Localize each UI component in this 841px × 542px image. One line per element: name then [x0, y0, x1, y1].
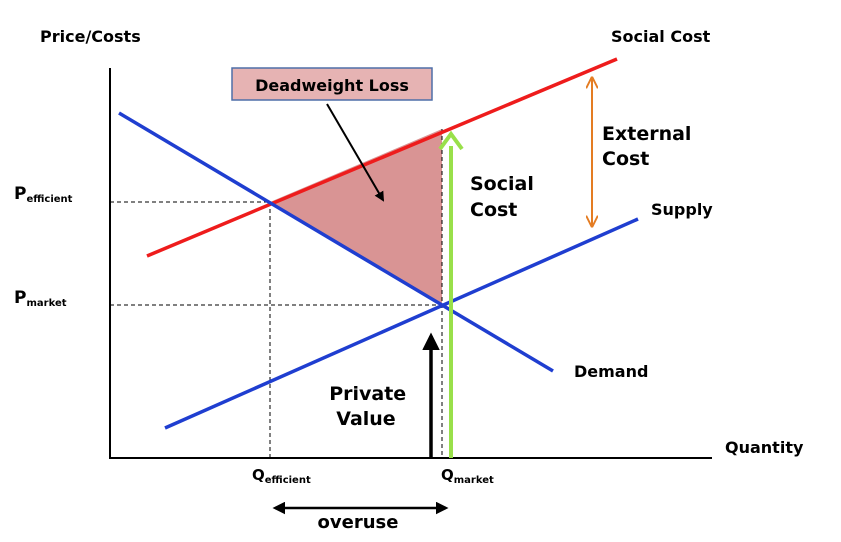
y-axis-label: Price/Costs: [40, 27, 141, 46]
deadweight-loss-pointer: [326, 103, 385, 202]
p-efficient-label: Pefficient: [14, 184, 73, 205]
deadweight-loss-area: [270, 129, 442, 305]
demand-curve: [118, 111, 554, 373]
external-cost-label: External Cost: [602, 123, 698, 170]
q-market-label: Qmarket: [441, 466, 494, 486]
deadweight-loss-label-box: [231, 67, 433, 101]
overuse-label: overuse: [318, 512, 399, 533]
supply-curve: [164, 217, 639, 430]
social-cost-curve-label: Social Cost: [611, 27, 711, 46]
social-cost-curve: [146, 57, 618, 258]
p-market-label: Pmarket: [14, 288, 67, 309]
social-cost-arrowhead: [438, 130, 464, 151]
social-cost-arrow-label: Social Cost: [470, 173, 540, 221]
x-axis-label: Quantity: [725, 438, 804, 457]
deadweight-loss-label: Deadweight Loss: [255, 76, 409, 95]
demand-curve-label: Demand: [574, 362, 648, 381]
private-value-label: Private Value: [329, 383, 413, 430]
q-efficient-label: Qefficient: [252, 466, 311, 486]
supply-curve-label: Supply: [651, 200, 713, 219]
